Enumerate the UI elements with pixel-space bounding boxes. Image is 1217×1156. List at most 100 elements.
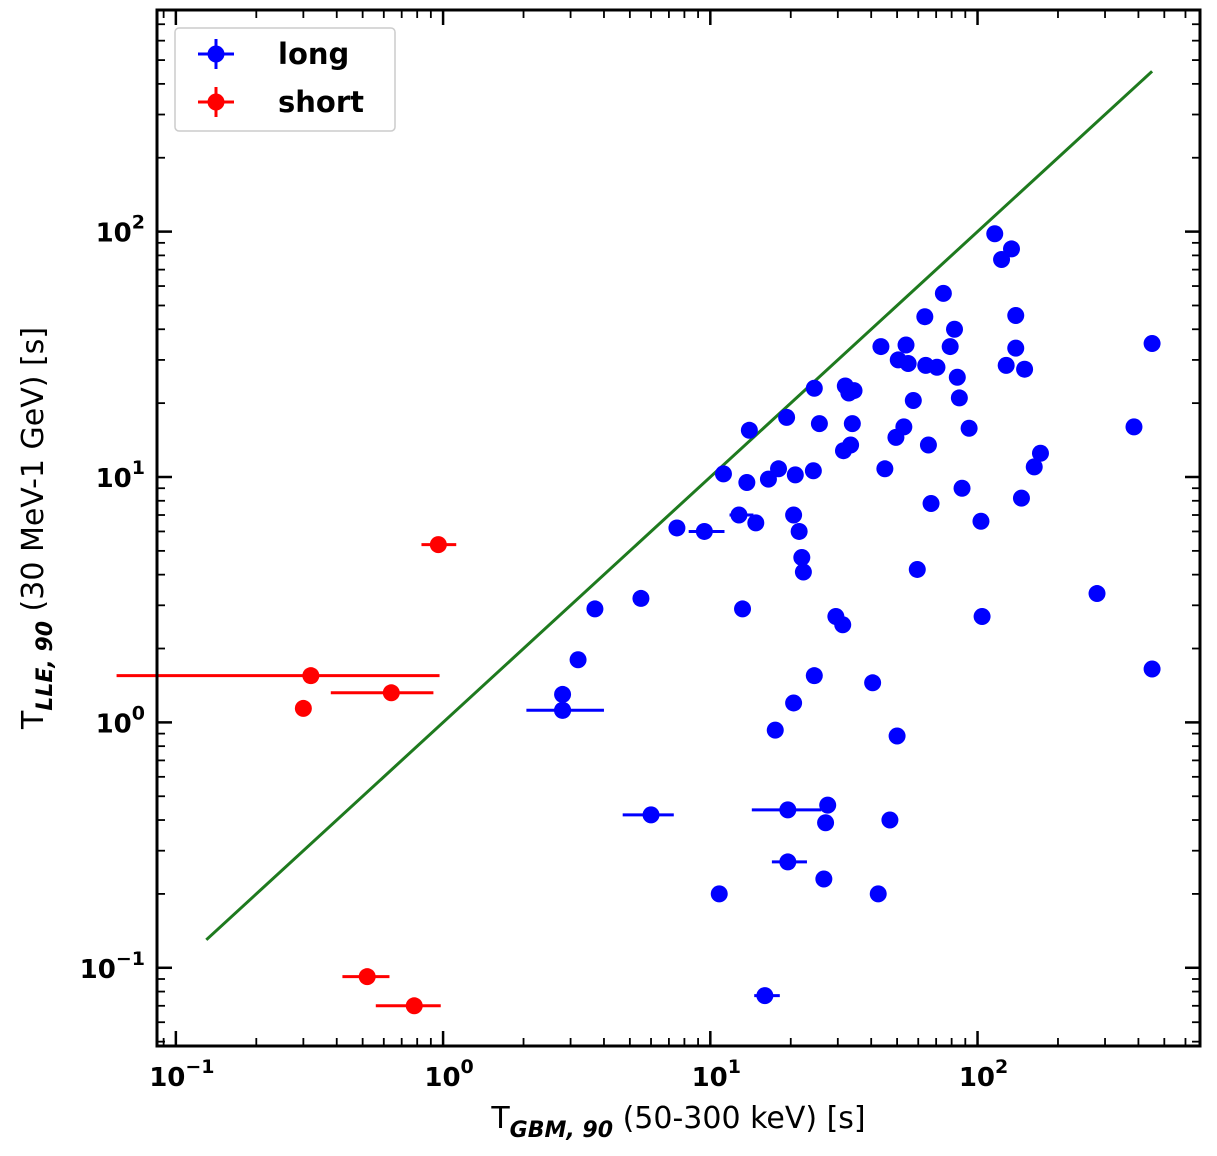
plot-frame [155, 8, 1202, 1048]
long-data-point [876, 460, 894, 478]
long-data-point [738, 473, 756, 491]
long-data-point [793, 548, 811, 566]
long-data-point [779, 801, 797, 819]
long-data-point [922, 494, 940, 512]
long-data-point [1007, 307, 1025, 325]
long-data-point [710, 885, 728, 903]
long-data-point [946, 320, 964, 338]
long-data-point [586, 600, 604, 618]
y-tick-label: 102 [96, 212, 145, 249]
long-data-point [919, 436, 937, 454]
long-data-point [908, 560, 926, 578]
long-data-point [819, 796, 837, 814]
long-data-point [779, 853, 797, 871]
long-data-point [934, 284, 952, 302]
long-data-point [986, 225, 1004, 243]
long-data-point [785, 694, 803, 712]
y-tick-label: 10−1 [80, 948, 145, 985]
long-data-point [815, 870, 833, 888]
long-data-point [1143, 334, 1161, 352]
long-data-point [554, 701, 572, 719]
short-data-point [429, 536, 447, 554]
long-data-point [972, 512, 990, 530]
long-data-point [554, 685, 572, 703]
long-data-point [766, 721, 784, 739]
long-data-point [953, 479, 971, 497]
long-data-point [997, 356, 1015, 374]
long-data-point [916, 308, 934, 326]
legend-label-long: long [278, 37, 349, 71]
x-tick-label: 10−1 [149, 1056, 214, 1093]
long-data-point [804, 462, 822, 480]
reference-line [205, 70, 1154, 941]
y-tick-label: 101 [96, 457, 145, 494]
long-data-point [569, 651, 587, 669]
long-data-point [950, 389, 968, 407]
long-data-point [642, 806, 660, 824]
long-data-point [895, 418, 913, 436]
long-data-point [843, 415, 861, 433]
short-data-point [358, 968, 376, 986]
long-data-point [730, 506, 748, 524]
long-data-point [897, 336, 915, 354]
long-data-point [864, 674, 882, 692]
long-data-point [734, 600, 752, 618]
long-data-point [695, 522, 713, 540]
long-data-point [805, 379, 823, 397]
long-data-point [869, 885, 887, 903]
long-data-point [842, 436, 860, 454]
long-data-point [1016, 360, 1034, 378]
long-data-point [805, 667, 823, 685]
long-data-point [756, 987, 774, 1005]
long-data-point [810, 415, 828, 433]
long-data-point [714, 465, 732, 483]
long-data-point [1143, 660, 1161, 678]
long-data-point [668, 519, 686, 537]
long-data-point [899, 355, 917, 373]
long-data-point [786, 466, 804, 484]
long-data-point [960, 419, 978, 437]
long-data-point [778, 408, 796, 426]
legend-marker-long [207, 45, 225, 63]
x-tick-label: 102 [959, 1056, 1008, 1093]
legend-marker-short [207, 93, 225, 111]
short-data-point [382, 684, 400, 702]
short-data-point [405, 997, 423, 1015]
legend-label-short: short [278, 85, 364, 119]
long-data-point [834, 616, 852, 634]
long-data-point [904, 391, 922, 409]
long-data-point [1031, 444, 1049, 462]
long-data-point [794, 563, 812, 581]
long-data-point [1025, 458, 1043, 476]
long-data-point [941, 338, 959, 356]
long-data-point [928, 358, 946, 376]
long-data-point [1007, 339, 1025, 357]
long-data-point [881, 811, 899, 829]
long-data-point [747, 514, 765, 532]
long-data-point [740, 421, 758, 439]
long-data-point [1002, 240, 1020, 258]
long-data-point [817, 814, 835, 832]
long-data-point [888, 727, 906, 745]
y-tick-label: 100 [96, 702, 145, 739]
long-data-point [785, 506, 803, 524]
long-data-point [872, 338, 890, 356]
long-data-point [973, 608, 991, 626]
long-data-point [1088, 585, 1106, 603]
long-data-point [845, 382, 863, 400]
x-tick-label: 100 [424, 1056, 473, 1093]
long-data-point [632, 589, 650, 607]
long-data-point [1125, 418, 1143, 436]
long-data-point [790, 522, 808, 540]
long-data-point [948, 368, 966, 386]
y-axis-title: TLLE, 90 (30 MeV-1 GeV) [s] [16, 327, 58, 730]
long-data-point [770, 460, 788, 478]
short-data-point [294, 699, 312, 717]
short-data-point [302, 667, 320, 685]
long-data-point [1012, 489, 1030, 507]
x-axis-title: TGBM, 90 (50-300 keV) [s] [490, 1101, 865, 1143]
x-tick-label: 101 [692, 1056, 741, 1093]
